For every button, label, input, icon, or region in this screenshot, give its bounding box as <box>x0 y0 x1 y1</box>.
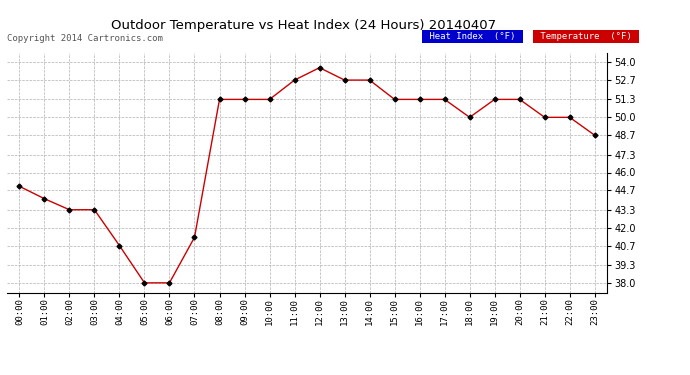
Text: Temperature  (°F): Temperature (°F) <box>535 32 637 41</box>
Text: Copyright 2014 Cartronics.com: Copyright 2014 Cartronics.com <box>7 34 163 43</box>
Text: Heat Index  (°F): Heat Index (°F) <box>424 32 521 41</box>
Text: Outdoor Temperature vs Heat Index (24 Hours) 20140407: Outdoor Temperature vs Heat Index (24 Ho… <box>111 19 496 32</box>
